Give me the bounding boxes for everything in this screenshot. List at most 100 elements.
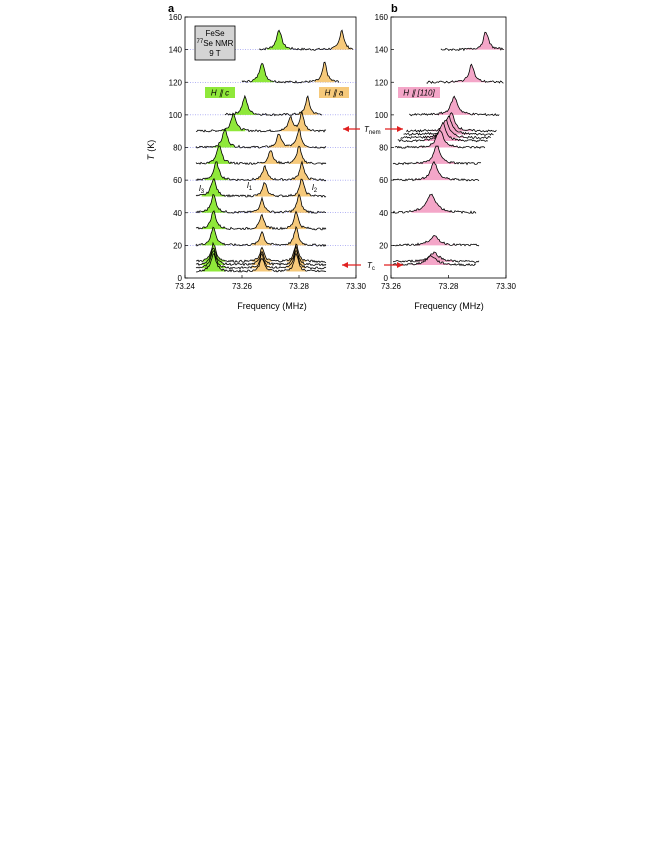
spectrum-b-60K-fill xyxy=(414,161,455,181)
spectrum-a-100K xyxy=(224,94,323,117)
spectrum-a-70K-fill xyxy=(207,146,232,164)
t-nem-marker: Tnem xyxy=(343,125,403,136)
y-tick-label-a: 160 xyxy=(169,13,183,22)
spectrum-a-40K-fill xyxy=(289,194,309,213)
y-tick-label-a: 0 xyxy=(178,274,183,283)
svg-text:H ∥ [110]: H ∥ [110] xyxy=(403,89,435,98)
isotope-sup: 77 xyxy=(197,39,204,45)
spectrum-a-80K xyxy=(195,127,327,149)
spectrum-a-8K xyxy=(195,244,327,267)
panel-b-spectra xyxy=(392,31,506,267)
y-tick-label-a: 40 xyxy=(173,209,182,218)
spectrum-b-120K-fill xyxy=(451,64,492,83)
spectrum-a-50K-fill xyxy=(254,182,275,197)
spectrum-a-30K xyxy=(195,210,327,231)
x-tick-label-b: 73.26 xyxy=(381,282,402,291)
y-tick-label-a: 60 xyxy=(173,176,182,185)
x-tick-label-a: 73.24 xyxy=(175,282,196,291)
spectrum-b-40K xyxy=(392,193,477,214)
y-tick-label-a: 80 xyxy=(173,144,182,153)
spectrum-b-80K-fill xyxy=(419,130,460,148)
spectrum-b-86K xyxy=(400,119,491,140)
spectrum-b-80K xyxy=(394,130,486,149)
line-label-l1: l1 xyxy=(247,181,253,192)
spectrum-a-140K xyxy=(258,29,354,51)
spectrum-a-60K-fill xyxy=(204,161,229,181)
spectrum-b-140K-fill xyxy=(465,32,506,50)
sample-name: FeSe xyxy=(205,29,225,38)
spectrum-a-120K-fill xyxy=(314,62,335,83)
y-tick-label-b: 140 xyxy=(375,46,389,55)
spectrum-a-30K-fill xyxy=(286,211,307,230)
x-tick-label-b: 73.28 xyxy=(438,282,459,291)
spectrum-a-20K-fill xyxy=(286,226,307,246)
spectrum-a-80K-fill xyxy=(212,128,237,148)
panel-a-letter: a xyxy=(168,3,175,15)
h-c-label: H ∥ c xyxy=(205,87,235,98)
h-110-label: H ∥ [110] xyxy=(398,87,440,98)
spectrum-a-100K-fill xyxy=(232,95,257,115)
spectrum-b-70K-fill xyxy=(417,146,457,164)
spectrum-b-8K xyxy=(392,255,477,267)
spectrum-b-84K-fill xyxy=(422,122,463,141)
spectrum-b-140K xyxy=(440,31,504,52)
panel-b-x-title: Frequency (MHz) xyxy=(414,301,484,311)
spectrum-a-70K xyxy=(195,145,327,166)
spectrum-a-10K xyxy=(195,241,327,264)
sample-info-box: FeSe 77Se NMR 9 T xyxy=(194,25,236,61)
y-tick-label-b: 20 xyxy=(379,241,388,250)
spectrum-b-100K-fill xyxy=(434,96,475,115)
line-label-l2: l2 xyxy=(312,183,318,194)
spectrum-b-70K xyxy=(392,145,482,166)
h-a-label: H ∥ a xyxy=(319,87,349,98)
spectrum-a-60K-fill xyxy=(254,165,275,181)
panel-a-x-title: Frequency (MHz) xyxy=(237,301,307,311)
spectrum-b-20K xyxy=(392,235,480,247)
spectrum-a-40K-fill xyxy=(201,194,226,213)
spectrum-a-20K xyxy=(195,225,327,247)
x-tick-label-a: 73.30 xyxy=(346,282,367,291)
spectrum-a-50K-fill xyxy=(291,179,312,197)
y-tick-label-a: 20 xyxy=(173,241,182,250)
spectrum-b-90K xyxy=(406,112,497,133)
spectrum-b-100K xyxy=(409,95,500,117)
spectrum-b-88K xyxy=(403,115,494,136)
panel-b-letter: b xyxy=(391,3,398,15)
spectrum-a-6K xyxy=(195,249,327,270)
svg-text:H ∥ a: H ∥ a xyxy=(325,89,344,98)
y-axis-title: T(K) xyxy=(146,140,156,161)
spectrum-a-60K-fill xyxy=(291,161,312,181)
axis-ticks: 0 20 40 60 80 100 120 140 160 0 20 40 60 80 100 120 140 1… xyxy=(169,13,517,291)
y-tick-label-a: 140 xyxy=(169,46,183,55)
line-label-l3: l3 xyxy=(199,184,205,195)
t-nem-label: Tnem xyxy=(364,125,381,136)
spectrum-b-84K xyxy=(397,121,488,143)
y-tick-label-b: 120 xyxy=(375,78,389,87)
spectrum-a-30K-fill xyxy=(201,210,226,230)
nucleus-text: Se NMR xyxy=(203,39,233,48)
x-tick-label-a: 73.28 xyxy=(289,282,310,291)
spectrum-a-40K-fill xyxy=(251,197,272,213)
y-tick-label-a: 120 xyxy=(169,78,183,87)
y-axis-unit: (K) xyxy=(146,140,156,152)
spectrum-a-50K-fill xyxy=(201,178,226,197)
spectrum-a-70K-fill xyxy=(260,150,281,164)
y-tick-label-b: 80 xyxy=(379,144,388,153)
y-tick-label-b: 40 xyxy=(379,209,388,218)
spectrum-a-4K-fill xyxy=(286,253,307,272)
svg-text:H ∥ c: H ∥ c xyxy=(211,89,229,98)
spectrum-a-140K-fill xyxy=(331,30,352,50)
y-tick-label-b: 100 xyxy=(375,111,389,120)
spectrum-b-8K-fill xyxy=(411,255,452,265)
spectrum-a-50K xyxy=(195,177,327,198)
spectrum-a-4K xyxy=(195,252,327,273)
spectrum-a-40K xyxy=(195,193,327,214)
spectrum-b-10K-fill xyxy=(414,252,455,262)
t-c-marker: Tc xyxy=(342,261,403,272)
spectrum-b-120K xyxy=(426,63,504,84)
spectrum-b-40K-fill xyxy=(411,194,452,213)
spectrum-a-120K xyxy=(241,61,340,84)
y-axis-symbol: T xyxy=(146,153,156,160)
x-tick-label-b: 73.30 xyxy=(496,282,517,291)
